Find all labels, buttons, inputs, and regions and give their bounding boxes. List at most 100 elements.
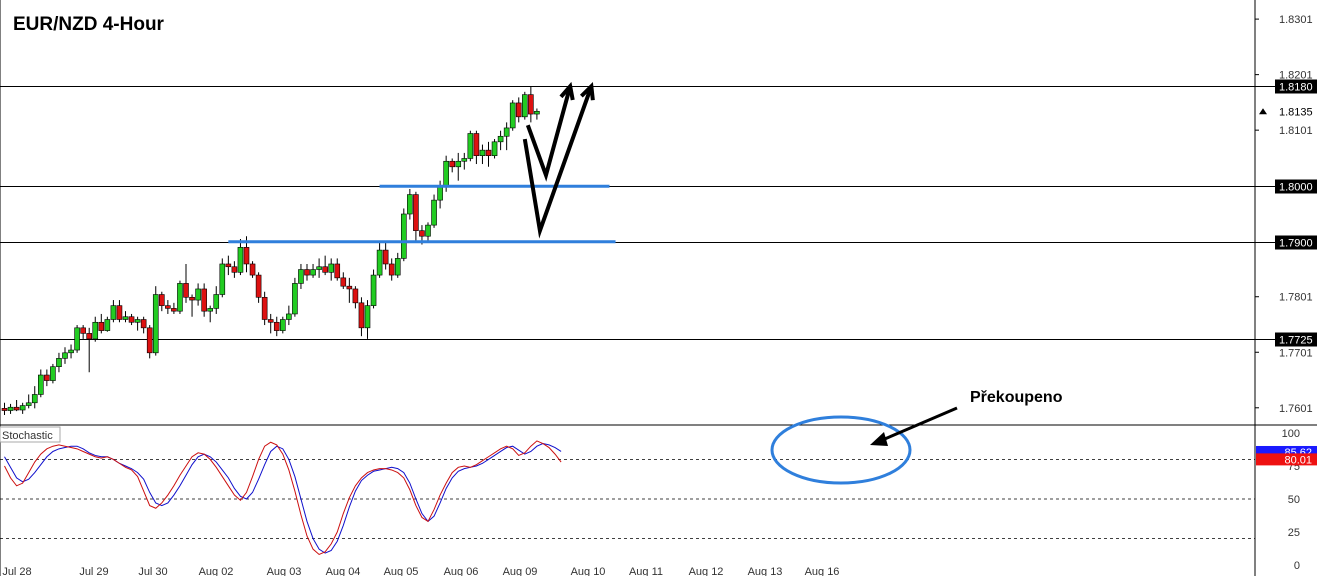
candle	[407, 189, 413, 220]
candle	[92, 316, 99, 342]
candle-body	[400, 213, 407, 259]
projection-arrow-1	[522, 85, 594, 239]
candle	[413, 191, 419, 242]
candle	[7, 403, 14, 414]
time-tick-label-10: Aug 11	[629, 566, 663, 576]
candle	[382, 241, 389, 270]
candle-body	[62, 352, 68, 359]
price-tick-label-5: 1.7601	[1279, 403, 1313, 415]
candle	[328, 258, 335, 281]
candle-body	[219, 263, 226, 295]
candle-body	[183, 283, 189, 298]
candle-body	[388, 263, 395, 276]
candle-body	[407, 194, 413, 215]
annotation-arrow-head	[870, 432, 888, 446]
candle	[286, 305, 292, 326]
candle	[352, 286, 359, 309]
candle-body	[140, 319, 147, 329]
candle-body	[515, 102, 522, 118]
chart-title-text: EUR/NZD 4-Hour	[13, 14, 165, 35]
time-axis: Jul 28 Jul 29 Jul 30 Aug 02 Aug 03 Aug 04 Aug …	[2, 566, 839, 576]
level-price-box-1	[1275, 179, 1317, 194]
candle-body	[146, 327, 153, 354]
candle-body	[364, 305, 371, 329]
candle	[44, 369, 50, 387]
chart-title: EUR/NZD 4-Hour	[13, 14, 165, 35]
level-price-box-0	[1275, 79, 1317, 94]
level-price-label-3: 1.7725	[1279, 335, 1313, 347]
candle	[140, 316, 147, 334]
stoch-tick-label-2: 50	[1288, 494, 1300, 506]
candle-body	[286, 313, 292, 320]
candle-body	[7, 406, 14, 411]
candle	[298, 263, 304, 289]
candle	[110, 300, 117, 323]
candle-body	[528, 94, 534, 115]
candle-body	[322, 266, 328, 273]
candle-body	[116, 305, 123, 320]
projection-arrows	[522, 81, 595, 239]
candle-body	[231, 266, 238, 273]
candle	[455, 152, 462, 181]
candle	[255, 272, 262, 303]
candle	[1, 402, 8, 416]
annotation-text: Překoupeno	[970, 389, 1063, 406]
candle	[177, 280, 183, 314]
candle-body	[189, 296, 195, 301]
candle	[304, 263, 310, 281]
time-tick-label-8: Aug 09	[503, 566, 538, 576]
candle-body	[74, 327, 80, 351]
candle-body	[92, 321, 99, 340]
time-tick-label-1: Jul 29	[79, 566, 108, 576]
candle	[485, 141, 492, 167]
candle	[80, 325, 86, 339]
stochastic-label-box	[0, 426, 61, 443]
level-price-label-1: 1.8000	[1279, 182, 1313, 194]
candle	[213, 286, 220, 314]
candle-body	[122, 316, 129, 320]
price-tick-label-2: 1.8101	[1279, 125, 1313, 137]
candle	[19, 402, 26, 414]
candle	[534, 108, 540, 120]
candle	[183, 263, 189, 303]
candle	[491, 139, 498, 159]
candle	[68, 344, 74, 359]
candle	[31, 386, 38, 409]
candle	[431, 194, 437, 228]
candle	[225, 255, 232, 276]
candle	[425, 222, 431, 242]
current-price-icon	[1259, 108, 1267, 115]
price-tick-label-1: 1.8201	[1279, 70, 1313, 82]
level-price-label-2: 1.7900	[1279, 238, 1313, 250]
candle	[261, 291, 268, 326]
stoch-tick-label-0: 100	[1282, 428, 1300, 440]
candle-body	[261, 296, 268, 320]
stochastic-label: Stochastic	[0, 426, 61, 443]
candle-body	[128, 316, 135, 323]
candle	[219, 258, 226, 298]
candle	[467, 130, 474, 162]
candle	[13, 400, 20, 412]
candle-body	[68, 349, 74, 354]
candle	[50, 363, 56, 384]
candle-body	[80, 327, 86, 334]
candle-body	[328, 263, 335, 273]
stoch-value-box-1	[1256, 453, 1317, 466]
candle-body	[509, 102, 516, 129]
candle-body	[376, 249, 383, 276]
price-tick-label-0: 1.8301	[1279, 14, 1313, 26]
time-tick-label-2: Jul 30	[138, 566, 167, 576]
time-tick-label-7: Aug 06	[444, 566, 479, 576]
time-tick-label-5: Aug 04	[326, 566, 361, 576]
time-tick-label-3: Aug 02	[199, 566, 234, 576]
stoch-tick-label-4: 0	[1294, 560, 1300, 572]
candle-body	[86, 333, 92, 340]
candle-body	[437, 185, 443, 201]
candle-body	[134, 319, 141, 323]
candle-body	[279, 319, 286, 331]
candle-body	[497, 135, 504, 143]
candle	[98, 313, 105, 334]
candle	[116, 300, 123, 323]
